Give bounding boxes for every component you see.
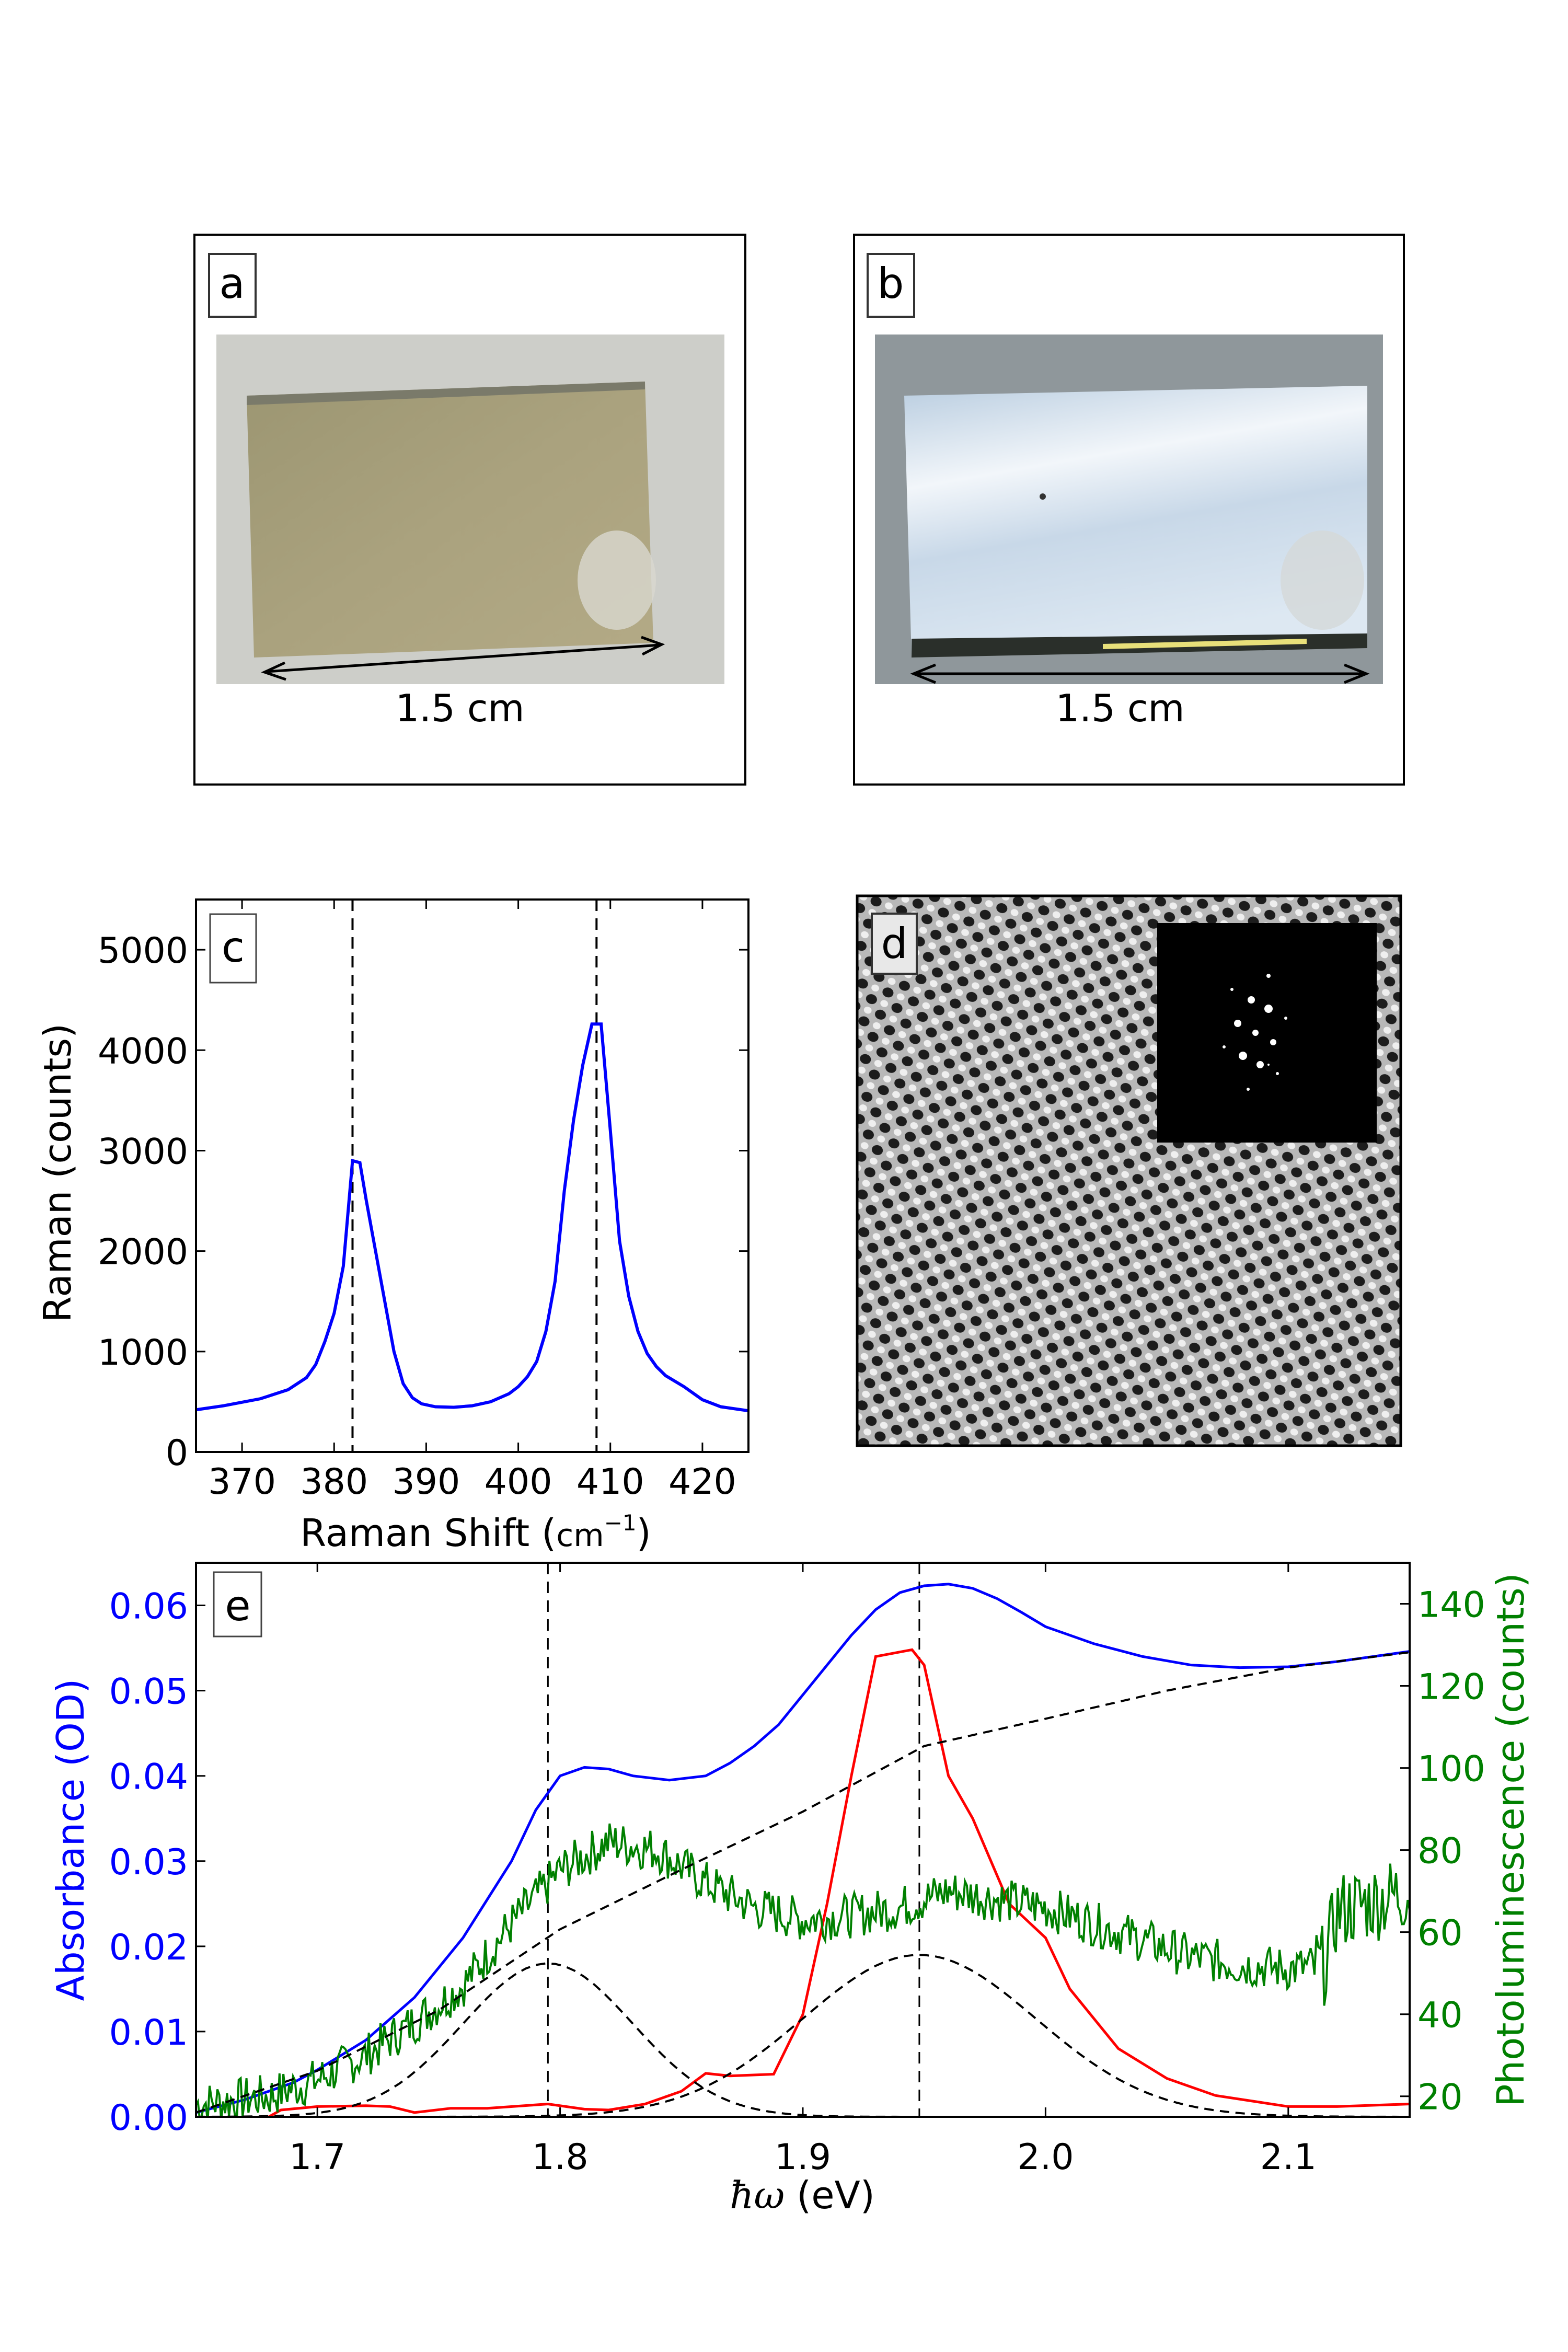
- y-axis-label: Raman (counts): [36, 1023, 79, 1322]
- panel-letter-b: b: [878, 259, 904, 308]
- x-axis-unit: cm: [556, 1517, 604, 1554]
- x-tick-label: 370: [208, 1461, 276, 1503]
- y-axis-label-right: Photoluminescence (counts): [1489, 1573, 1532, 2107]
- peak_fit_2-line: [196, 1954, 1410, 2117]
- diffraction-spot: [1276, 1072, 1279, 1075]
- scale-arrow: [261, 636, 665, 681]
- x-axis-label-text: Raman Shift: [300, 1511, 529, 1555]
- diffraction-spot: [1252, 1030, 1259, 1036]
- y-tick-label-left: 0.01: [109, 2012, 188, 2054]
- panel-letter-d: d: [881, 919, 908, 968]
- y-tick-label: 4000: [98, 1031, 188, 1072]
- x-tick-label: 420: [668, 1461, 736, 1503]
- y-tick-label-left: 0.05: [109, 1671, 188, 1713]
- background_fit-line: [196, 1651, 1410, 2114]
- absorbance-line: [196, 1583, 1410, 2114]
- y-tick-label-left: 0.02: [109, 1927, 188, 1968]
- y-tick-label-right: 40: [1417, 1995, 1463, 2036]
- y-tick-label: 3000: [98, 1131, 188, 1172]
- diffraction-spot: [1267, 1064, 1270, 1066]
- diffraction-spot: [1247, 1088, 1250, 1091]
- y-tick-label: 1000: [98, 1332, 188, 1374]
- x-tick-label: 1.8: [532, 2137, 589, 2178]
- photo-coated-substrate: [875, 335, 1383, 684]
- x-axis-label: ħω (eV): [730, 2173, 875, 2217]
- y-tick-label-left: 0.03: [109, 1842, 188, 1883]
- y-tick-label: 2000: [98, 1232, 188, 1273]
- x-axis-unit: (eV): [797, 2173, 875, 2217]
- y-tick-label-right: 120: [1417, 1667, 1485, 1708]
- x-tick-label: 410: [577, 1461, 644, 1503]
- diffraction-spot: [1264, 1005, 1273, 1013]
- photo-glass-substrate: [216, 335, 724, 684]
- panel-letter-e: e: [225, 1582, 250, 1630]
- panel-e-absorbance-pl-chart: 1.7 1.8 1.9 2.0 2.1 0.00 0.01 0.02 0.03 0.04 0.05 0…: [49, 1562, 1532, 2217]
- scale-label-b: 1.5 cm: [1055, 686, 1184, 730]
- panel-letter-c: c: [222, 923, 245, 972]
- diffraction-spot: [1248, 996, 1255, 1004]
- x-axis-symbol: ħω: [730, 2173, 785, 2217]
- x-tick-label: 2.0: [1017, 2137, 1074, 2178]
- y-tick-label-left: 0.04: [109, 1757, 188, 1798]
- diffraction-spot: [1223, 1045, 1226, 1048]
- y-tick-label: 5000: [98, 930, 188, 972]
- y-tick-label-right: 20: [1417, 2077, 1463, 2118]
- x-tick-label: 1.7: [289, 2137, 345, 2178]
- x-axis-label: Raman Shift (cm−1): [300, 1510, 651, 1555]
- y-tick-label-right: 100: [1417, 1749, 1485, 1790]
- y-tick-label-right: 140: [1417, 1585, 1485, 1626]
- scale-arrow: [910, 663, 1370, 684]
- x-tick-label: 400: [485, 1461, 552, 1503]
- diffraction-spot: [1270, 1039, 1276, 1045]
- raman-spectrum-line: [196, 1022, 748, 1413]
- diffraction-spot: [1239, 1052, 1247, 1060]
- diffraction-spot: [1256, 1061, 1264, 1068]
- pl-line: [196, 1823, 1410, 2117]
- y-tick-label-left: 0.00: [109, 2097, 188, 2139]
- y-axis-label-left: Absorbance (OD): [49, 1679, 93, 2001]
- diffraction-spot: [1266, 974, 1271, 978]
- panel-letter-a: a: [219, 259, 245, 308]
- y-tick-label: 0: [166, 1433, 188, 1474]
- diffraction-spot: [1234, 1020, 1241, 1027]
- axes-frame: [195, 898, 750, 1453]
- x-tick-label: 2.1: [1260, 2137, 1317, 2178]
- diffraction-spot: [1284, 1017, 1287, 1020]
- panel-d-hrtem-image: d: [856, 894, 1402, 1447]
- x-tick-label: 380: [300, 1461, 368, 1503]
- panel-c-raman-chart: 370 380 390 400 410 420010002000300040005000 …: [36, 898, 750, 1555]
- x-tick-label: 390: [393, 1461, 460, 1503]
- y-tick-label-right: 80: [1417, 1831, 1463, 1872]
- x-axis-unit-exp: −1: [604, 1510, 637, 1536]
- y-tick-label-right: 60: [1417, 1913, 1463, 1954]
- fft-inset: [1157, 923, 1377, 1143]
- x-tick-label: 1.9: [775, 2137, 831, 2178]
- scale-label-a: 1.5 cm: [395, 686, 524, 730]
- red_curve-line: [268, 1648, 1410, 2117]
- panel-b: 1.5 cm b: [853, 234, 1405, 786]
- panel-a: 1.5 cm a: [193, 234, 746, 786]
- y-tick-label-left: 0.06: [109, 1586, 188, 1628]
- diffraction-spot: [1230, 988, 1233, 991]
